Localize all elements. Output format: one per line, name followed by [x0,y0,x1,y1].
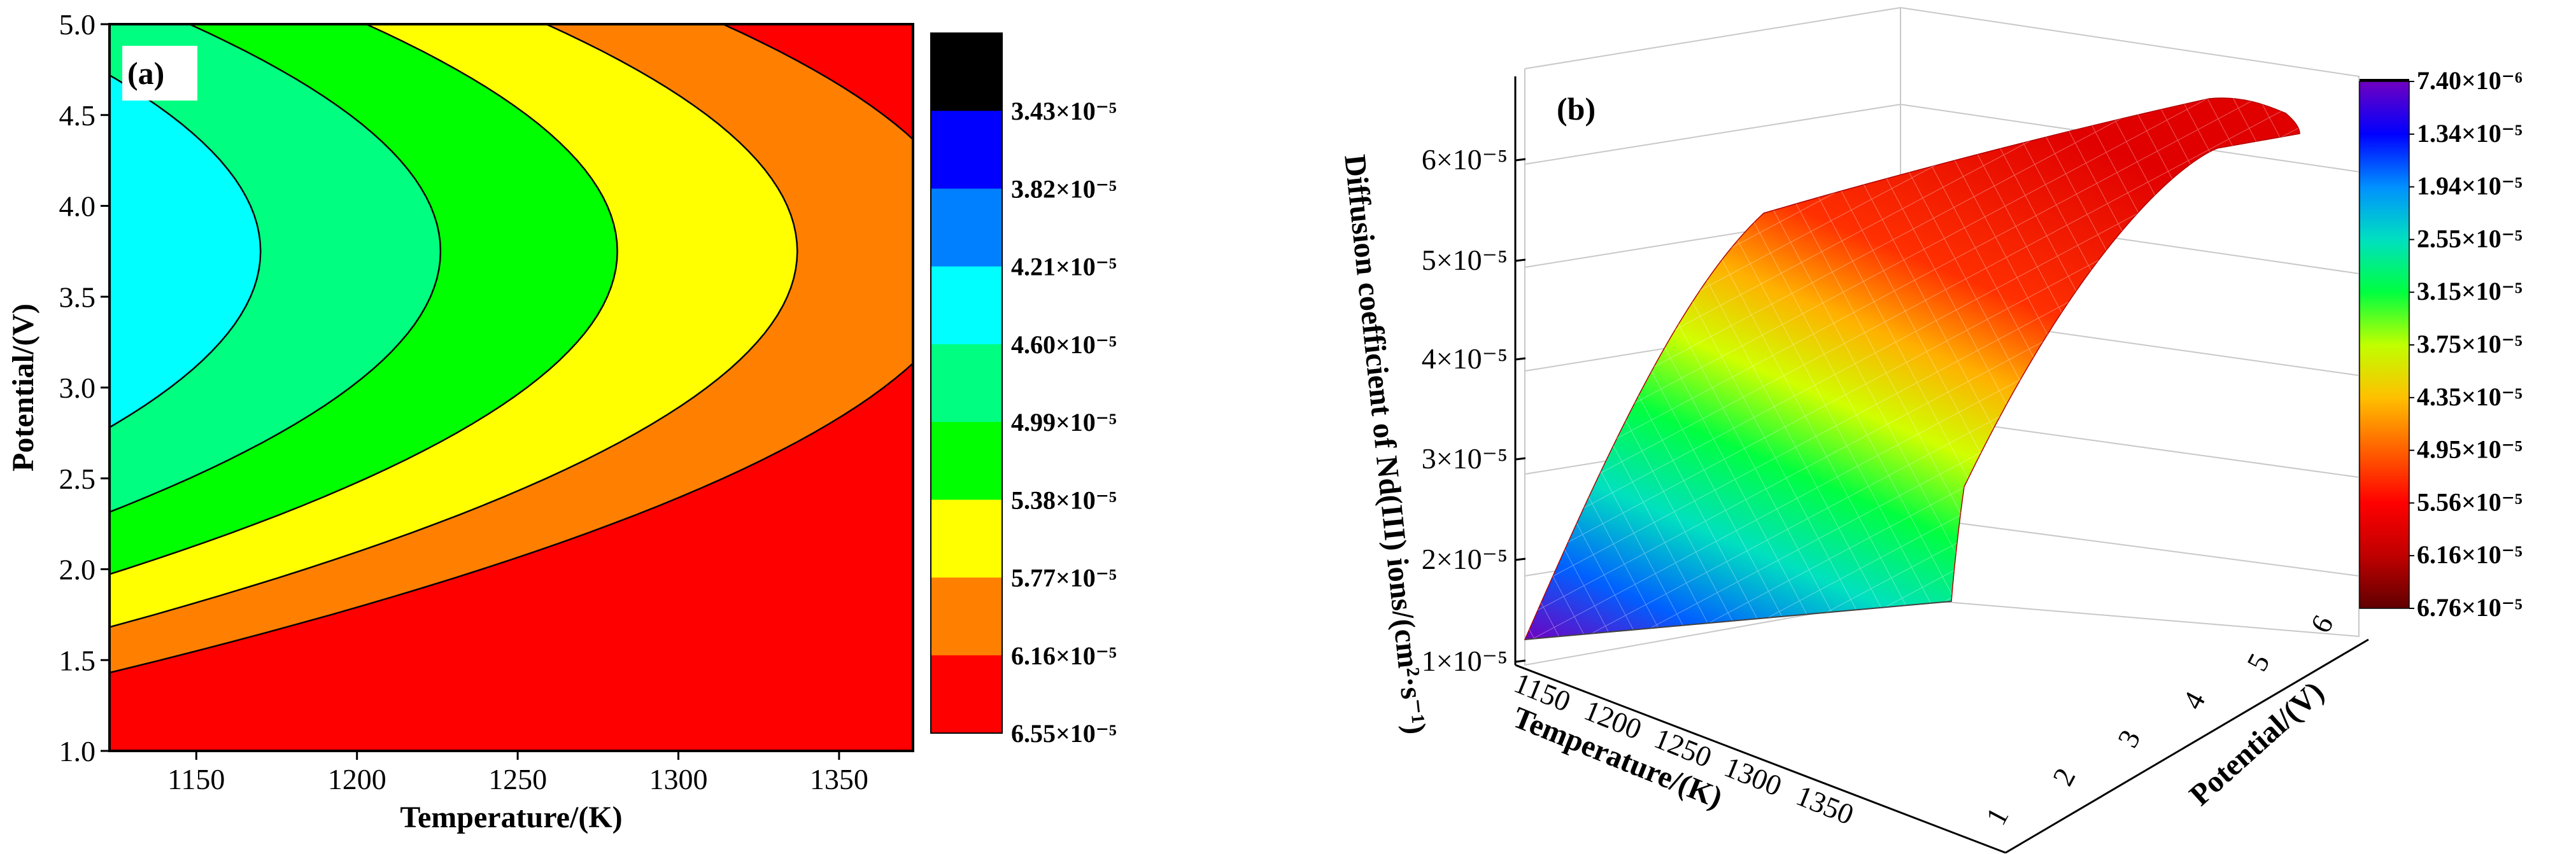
y-tick-label-a: 1.0 [59,735,96,767]
z-tick-label-b: 1×10⁻⁵ [1422,645,1508,677]
colorbar-swatch-a [931,33,1002,111]
colorbar-label-b: 4.95×10⁻⁵ [2417,435,2523,464]
y-tick-label-b: 2 [2046,762,2082,790]
contour-line [110,24,618,575]
contour-line [110,24,798,628]
z-tick-b [1515,158,1526,162]
colorbar-swatch-a [931,111,1002,189]
colorbar-label-b: 7.40×10⁻⁶ [2417,66,2523,95]
x-tick-label-a: 1350 [810,763,868,795]
contour-line [110,24,442,513]
panel-b-surface: (b) Diffusion coefficient of Nd(III) ion… [1338,7,2523,854]
z-tick-b [1515,457,1526,461]
colorbar-label-a: 6.55×10⁻⁵ [1011,719,1117,748]
y-tick-label-a: 2.0 [59,554,96,586]
contour-bands [110,24,913,751]
colorbar-label-b: 6.16×10⁻⁵ [2417,540,2523,569]
colorbar-label-b: 5.56×10⁻⁵ [2417,487,2523,516]
y-tick-label-b: 1 [1979,802,2015,830]
y-tick-label-b: 5 [2240,648,2276,676]
colorbar-swatch-a [931,500,1002,578]
colorbar-swatch-a [931,188,1002,267]
colorbar-label-b: 2.55×10⁻⁵ [2417,224,2523,253]
colorbar-label-a: 3.43×10⁻⁵ [1011,97,1117,125]
z-tick-label-b: 2×10⁻⁵ [1422,543,1508,575]
y-tick-label-a: 1.5 [59,644,96,676]
colorbar-label-b: 3.15×10⁻⁵ [2417,277,2523,305]
x-tick-label-a: 1300 [649,763,707,795]
z-tick-b [1515,258,1526,262]
y-tick-label-a: 4.0 [59,190,96,223]
colorbar-label-a: 3.82×10⁻⁵ [1011,174,1117,203]
y-tick-label-b: 3 [2111,724,2147,752]
colorbar-label-a: 5.38×10⁻⁵ [1011,486,1117,514]
contour-band [110,75,261,428]
colorbar-swatch-a [931,422,1002,500]
y-tick-label-a: 4.5 [59,99,96,132]
x-tick-label-b: 1350 [1792,779,1858,831]
y-tick-label-a: 3.0 [59,372,96,404]
z-tick-label-b: 6×10⁻⁵ [1422,143,1508,176]
x-tick-label-a: 1250 [488,763,547,795]
colorbar-label-b: 6.76×10⁻⁵ [2417,593,2523,622]
y-axis-label-b: Potential/(V) [2183,675,2331,812]
surface-front-edge [1524,601,1952,640]
colorbar-b: 7.40×10⁻⁶ 1.34×10⁻⁵ 1.94×10⁻⁵ 2.55×10⁻⁵ 3.15… [2359,66,2523,622]
z-tick-b [1515,557,1526,561]
colorbar-label-a: 5.77×10⁻⁵ [1011,564,1117,592]
colorbar-swatch-a [931,344,1002,423]
colorbar-label-b: 3.75×10⁻⁵ [2417,330,2523,358]
z-tick-label-b: 5×10⁻⁵ [1422,244,1508,276]
colorbar-label-a: 6.16×10⁻⁵ [1011,641,1117,670]
panel-label-box-a [122,46,197,101]
colorbar-label-b: 1.34×10⁻⁵ [2417,119,2523,148]
colorbar-swatch-a [931,655,1002,734]
surface-mesh [1525,98,2300,640]
colorbar-label-a: 4.60×10⁻⁵ [1011,330,1117,359]
colorbar-top-b [2360,79,2409,81]
contour-line [110,24,913,674]
ticks-a: 1150 1200 1250 1300 1350 1.0 1.5 2.0 2.5 3.0 3.5 4.… [59,8,868,795]
panel-label-a: (a) [127,55,164,91]
colorbar-label-b: 4.35×10⁻⁵ [2417,382,2523,411]
y-axis-label-a: Potential/(V) [6,304,40,472]
z-tick-b [1515,659,1526,663]
z-tick-label-b: 4×10⁻⁵ [1422,342,1508,375]
y-tick-label-a: 2.5 [59,463,96,495]
z-tick-b [1515,357,1526,361]
x-tick-label-b: 1300 [1720,750,1786,802]
colorbar-label-a: 4.99×10⁻⁵ [1011,408,1117,437]
z-tick-label-b: 3×10⁻⁵ [1422,442,1508,475]
colorbar-a: 3.43×10⁻⁵ 3.82×10⁻⁵ 4.21×10⁻⁵ 4.60×10⁻⁵ 4.99… [930,32,1117,748]
x-tick-label-a: 1200 [328,763,386,795]
x-axis-label-a: Temperature/(K) [400,801,622,834]
colorbar-swatch-a [931,577,1002,656]
y-tick-label-a: 3.5 [59,281,96,313]
colorbar-swatch-a [931,266,1002,345]
colorbar-label-a: 4.21×10⁻⁵ [1011,253,1117,281]
base-axes [1514,76,2369,854]
y-tick-label-a: 5.0 [59,8,96,41]
z-axis-label-b: Diffusion coefficient of Nd(III) ions/(c… [1338,153,1432,736]
colorbar-label-b: 1.94×10⁻⁵ [2417,172,2523,200]
panel-label-b: (b) [1557,91,1596,127]
y-tick-label-b: 4 [2176,686,2212,714]
x-tick-label-a: 1150 [167,763,225,795]
panel-a-contour: 1150 1200 1250 1300 1350 1.0 1.5 2.0 2.5 3.0 3.5 4.… [6,8,1117,834]
contour-line [110,74,262,429]
colorbar-strip-b [2359,81,2410,609]
